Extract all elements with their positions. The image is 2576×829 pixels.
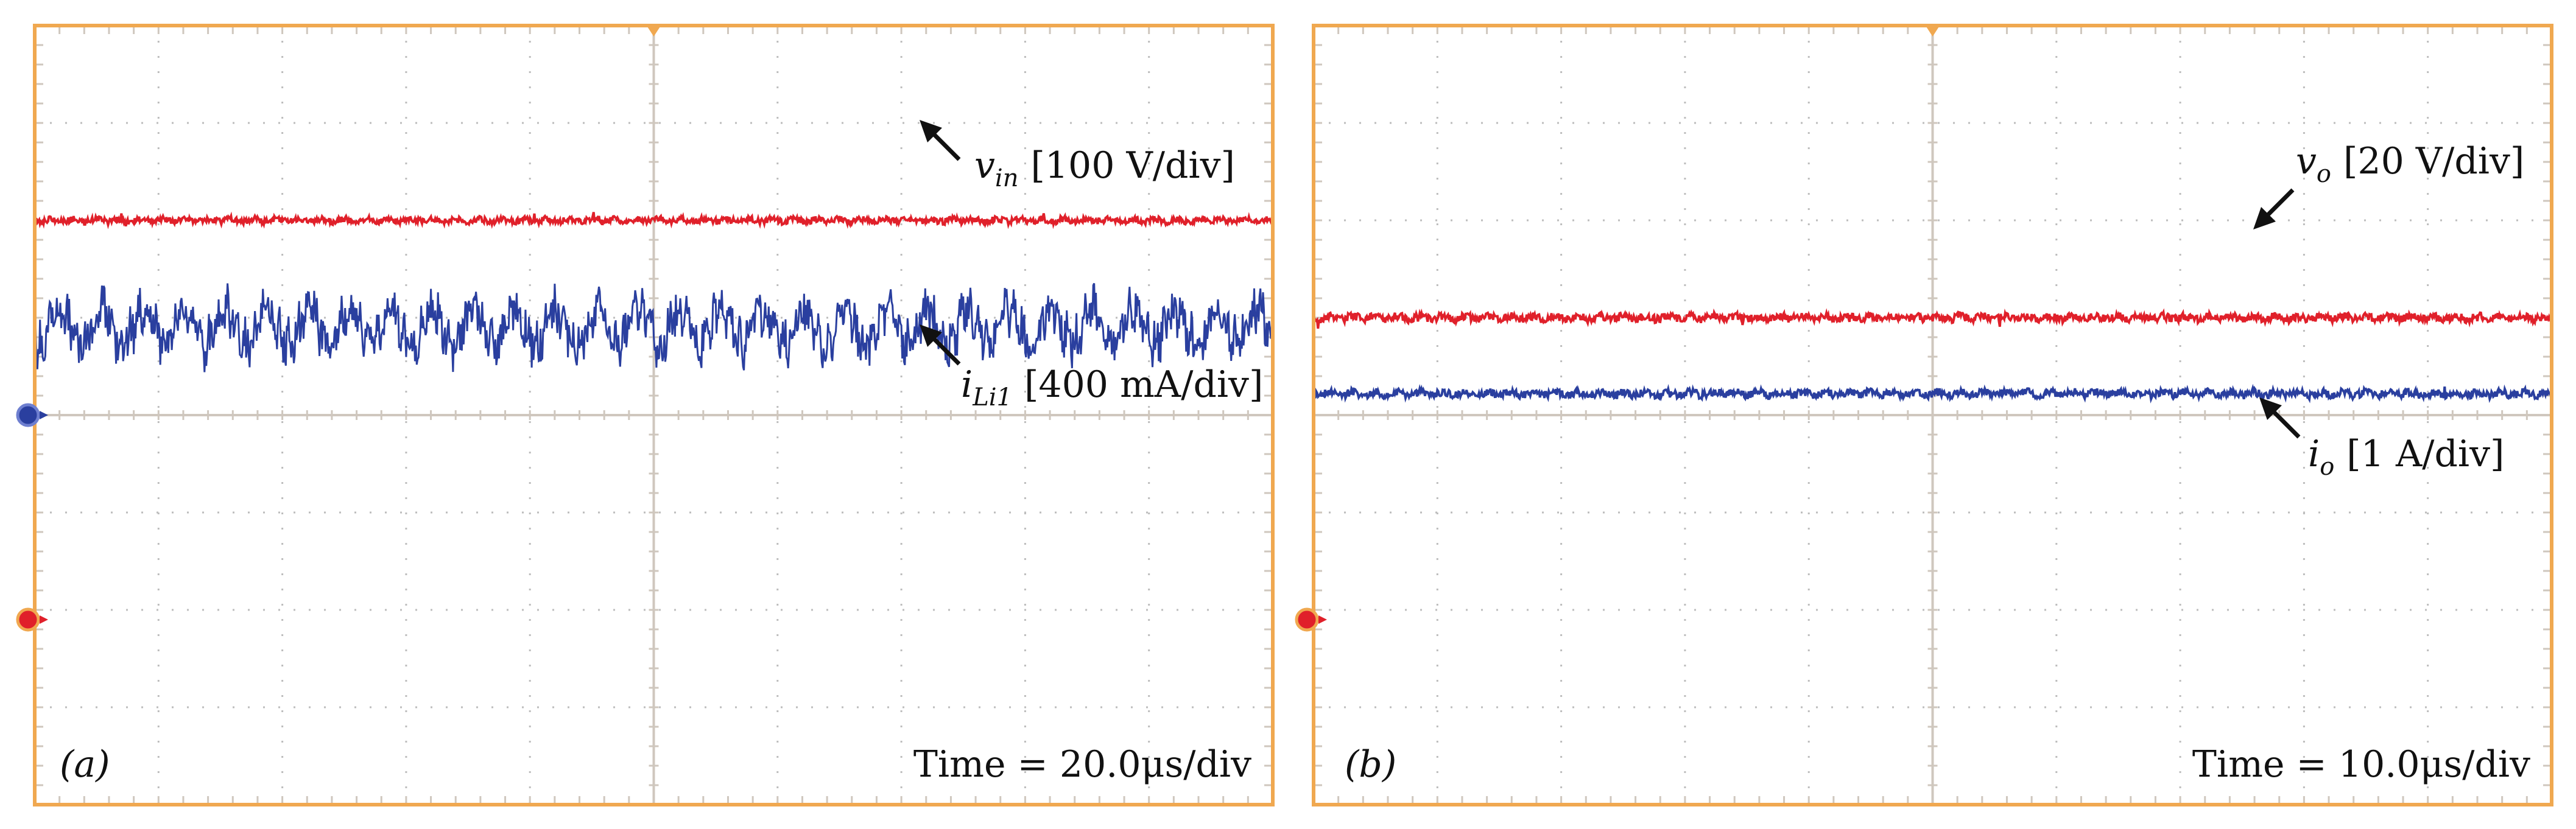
arrow-head-i-o bbox=[2259, 397, 2282, 420]
arrow-head-i-li1 bbox=[920, 324, 942, 347]
panel-b-label: (b) bbox=[1345, 743, 1396, 786]
panel-a-trace-i-li1 bbox=[33, 282, 1274, 373]
annotation-v-o: vo [20 V/div] bbox=[2253, 140, 2524, 229]
label-v-o: vo [20 V/div] bbox=[2296, 140, 2524, 188]
ground-marker-blue bbox=[16, 403, 40, 427]
panel-a-time-scale: Time = 20.0μs/div bbox=[913, 743, 1251, 786]
panel-a-trace-v-in bbox=[33, 211, 1274, 229]
label-i-o: io [1 A/div] bbox=[2308, 433, 2504, 481]
arrow-head-v-in bbox=[920, 120, 942, 142]
panel-b: vo [20 V/div] io [1 A/div] (b) Time = 10.0… bbox=[1295, 24, 2553, 806]
panel-a: vin [100 V/div] iLi1 [400 mA/div] (a) Time… bbox=[16, 24, 1275, 806]
panel-a-label: (a) bbox=[60, 743, 110, 786]
ground-arrow-red bbox=[40, 615, 48, 624]
panel-b-trace-i-o bbox=[1312, 383, 2553, 404]
trigger-marker bbox=[646, 24, 662, 37]
ground-arrow-red bbox=[1318, 615, 1327, 624]
label-v-in: vin [100 V/div] bbox=[974, 144, 1235, 192]
ground-marker-red bbox=[1295, 607, 1319, 632]
label-i-li1: iLi1 [400 mA/div] bbox=[961, 363, 1263, 411]
panel-b-time-scale: Time = 10.0μs/div bbox=[2192, 743, 2530, 786]
ground-marker-red bbox=[16, 607, 40, 632]
panel-b-markers bbox=[1295, 24, 1941, 632]
annotation-i-o: io [1 A/div] bbox=[2259, 397, 2504, 481]
annotation-v-in: vin [100 V/div] bbox=[920, 120, 1235, 192]
panel-b-trace-v-o bbox=[1312, 308, 2553, 329]
ground-arrow-blue bbox=[40, 411, 48, 419]
annotation-i-li1: iLi1 [400 mA/div] bbox=[920, 324, 1263, 411]
arrow-head-v-o bbox=[2253, 207, 2276, 229]
trigger-marker bbox=[1924, 24, 1941, 37]
panel-a-grid bbox=[33, 24, 1274, 806]
panel-a-markers bbox=[16, 24, 662, 632]
